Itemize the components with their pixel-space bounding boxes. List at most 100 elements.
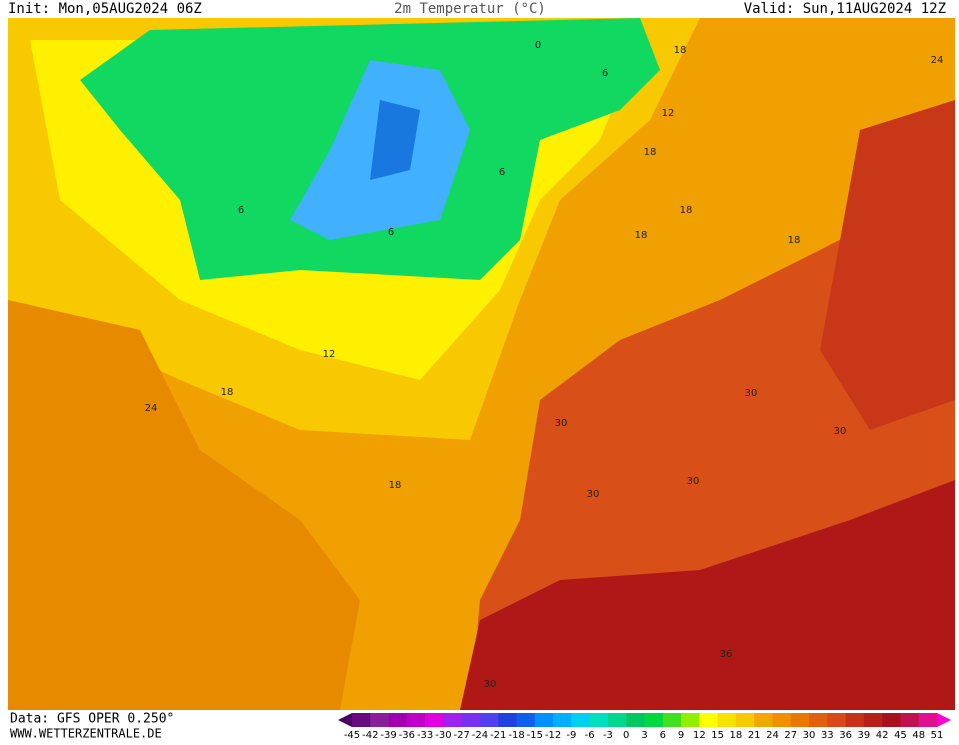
colorbar-label: -42 [362,730,378,741]
colorbar-label: 3 [641,730,647,741]
map [8,18,955,710]
colorbar-label: -9 [566,730,576,741]
contour-label: 30 [484,679,497,690]
colorbar-segment [809,713,828,727]
colorbar-segment [699,713,719,727]
colorbar-label: -18 [508,730,524,741]
contour-label: 36 [720,649,733,660]
colorbar-segment [461,713,481,727]
contour-label: 30 [834,426,847,437]
colorbar-segment [845,713,865,727]
colorbar-segment [735,713,755,727]
colorbar-label: -21 [490,730,506,741]
colorbar-segment [882,713,901,727]
ice-core [370,100,420,180]
contour-label: 6 [388,227,394,238]
zone-24 [8,300,360,710]
colorbar-segment [827,713,847,727]
colorbar-label: 0 [623,730,629,741]
colorbar-label: 30 [803,730,816,741]
colorbar-segment [754,713,773,727]
colorbar-segment [626,713,645,727]
colorbar-label: 6 [660,730,666,741]
contour-label: 18 [221,387,234,398]
colorbar-label: -30 [435,730,451,741]
colorbar-label: -27 [454,730,470,741]
colorbar-segment [498,713,518,727]
colorbar-label: -3 [603,730,613,741]
colorbar-segment [644,713,664,727]
colorbar-segment [607,713,627,727]
colorbar-label: -45 [344,730,360,741]
contour-label: 18 [644,147,657,158]
colorbar-segment [516,713,536,727]
colorbar-segment [662,713,682,727]
contour-label: 6 [499,167,505,178]
colorbar-label: 27 [784,730,797,741]
website: WWW.WETTERZENTRALE.DE [10,727,162,741]
colorbar-label: -24 [472,730,488,741]
colorbar-segment [370,713,390,727]
colorbar-segment [681,713,700,727]
contour-label: 30 [745,388,758,399]
contour-label: 30 [687,476,700,487]
init-time: Init: Mon,05AUG2024 06Z [8,1,202,17]
colorbar-segment [900,713,920,727]
colorbar-segment [790,713,810,727]
colorbar-segment [553,713,572,727]
colorbar-segment [388,713,408,727]
colorbar-segment [406,713,426,727]
colorbar-label: 42 [876,730,889,741]
valid-time: Valid: Sun,11AUG2024 12Z [744,1,946,17]
zone-33 [820,100,955,430]
colorbar-segment [352,713,371,727]
contour-label: 0 [535,40,541,51]
colorbar-label: 12 [693,730,706,741]
colorbar-label: 51 [931,730,944,741]
contour-label: 24 [145,403,158,414]
colorbar-segment [443,713,463,727]
colorbar-label: 48 [912,730,925,741]
colorbar-label: 9 [678,730,684,741]
colorbar-segment [534,713,554,727]
colorbar-segment [571,713,591,727]
colorbar-label: -39 [380,730,396,741]
colorbar-label: 33 [821,730,834,741]
colorbar-label: -33 [417,730,433,741]
colorbar-label: 18 [730,730,743,741]
colorbar-arrow-low [338,713,352,727]
map-title: 2m Temperatur (°C) [394,1,546,17]
colorbar-segment [863,713,883,727]
contour-label: 6 [238,205,244,216]
colorbar-label: -36 [399,730,415,741]
contour-label: 30 [587,489,600,500]
colorbar-segment [589,713,609,727]
colorbar-label: 15 [711,730,724,741]
colorbar-arrow-high [937,713,951,727]
colorbar-segment [425,713,444,727]
contour-label: 24 [931,55,944,66]
colorbar: -45 -42 -39 -36 -33 -30 -27 -24 -21 -18 -15 -12 -9 -6… [338,713,951,741]
contour-label: 18 [389,480,402,491]
contour-label: 18 [674,45,687,56]
contour-label: 12 [323,349,336,360]
colorbar-label: -6 [585,730,595,741]
contour-label: 12 [662,108,675,119]
colorbar-label: 24 [766,730,779,741]
colorbar-label: 39 [858,730,871,741]
colorbar-segment [479,713,499,727]
contour-label: 18 [680,205,693,216]
data-source: Data: GFS OPER 0.250° [10,712,174,727]
colorbar-segment [772,713,792,727]
colorbar-segment [918,713,938,727]
colorbar-segment [717,713,737,727]
zone-36 [460,480,955,710]
contour-label: 6 [602,68,608,79]
colorbar-label: -12 [545,730,561,741]
contour-label: 18 [788,235,801,246]
colorbar-label: 21 [748,730,761,741]
contour-label: 18 [635,230,648,241]
contour-label: 30 [555,418,568,429]
colorbar-label: -15 [527,730,543,741]
